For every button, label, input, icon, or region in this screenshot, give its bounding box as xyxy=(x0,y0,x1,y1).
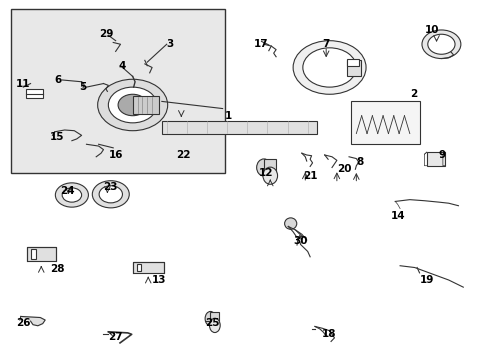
Text: 5: 5 xyxy=(79,82,86,92)
Text: 8: 8 xyxy=(356,157,363,167)
Text: 23: 23 xyxy=(103,182,118,192)
Text: 17: 17 xyxy=(254,39,268,49)
Ellipse shape xyxy=(256,159,271,176)
Text: 4: 4 xyxy=(118,61,125,71)
Ellipse shape xyxy=(263,167,277,184)
Circle shape xyxy=(98,79,167,131)
Text: 30: 30 xyxy=(292,236,307,246)
Bar xyxy=(346,60,361,76)
Circle shape xyxy=(108,87,157,123)
Ellipse shape xyxy=(284,218,296,229)
Circle shape xyxy=(92,181,129,208)
Circle shape xyxy=(427,34,454,54)
Bar xyxy=(30,249,36,259)
Text: 11: 11 xyxy=(16,78,30,89)
Text: 18: 18 xyxy=(322,329,336,339)
Text: 14: 14 xyxy=(389,211,404,221)
Text: 29: 29 xyxy=(99,28,113,39)
Text: 9: 9 xyxy=(438,150,445,160)
Text: 22: 22 xyxy=(176,150,190,160)
Bar xyxy=(132,96,159,114)
Text: 15: 15 xyxy=(50,132,64,142)
Text: 21: 21 xyxy=(302,171,317,181)
Circle shape xyxy=(421,30,460,59)
Bar xyxy=(136,264,141,271)
Text: 3: 3 xyxy=(166,39,174,49)
Circle shape xyxy=(302,48,356,87)
Ellipse shape xyxy=(209,318,220,333)
Text: 12: 12 xyxy=(259,168,273,178)
Text: 24: 24 xyxy=(60,186,74,196)
Circle shape xyxy=(62,188,81,202)
Bar xyxy=(162,121,317,134)
Text: 10: 10 xyxy=(424,25,438,35)
Polygon shape xyxy=(21,316,45,326)
Text: 6: 6 xyxy=(55,75,62,85)
Text: 28: 28 xyxy=(50,264,64,274)
Ellipse shape xyxy=(204,311,215,326)
Circle shape xyxy=(292,41,366,94)
Bar xyxy=(27,247,56,261)
Bar xyxy=(11,9,224,173)
Text: 1: 1 xyxy=(224,111,232,121)
Text: 7: 7 xyxy=(322,39,329,49)
Text: 27: 27 xyxy=(108,332,122,342)
Text: 25: 25 xyxy=(205,318,220,328)
Bar xyxy=(346,59,358,66)
Text: 13: 13 xyxy=(152,275,166,285)
Bar xyxy=(132,262,164,273)
Circle shape xyxy=(99,186,122,203)
Bar xyxy=(426,152,445,166)
Text: 19: 19 xyxy=(419,275,433,285)
Bar xyxy=(210,312,219,325)
Text: 2: 2 xyxy=(409,89,416,99)
Bar xyxy=(264,159,276,176)
Circle shape xyxy=(118,94,147,116)
Text: 26: 26 xyxy=(16,318,30,328)
Circle shape xyxy=(55,183,88,207)
Bar xyxy=(26,89,42,98)
Text: 20: 20 xyxy=(336,164,351,174)
Bar xyxy=(351,102,419,144)
Text: 16: 16 xyxy=(108,150,122,160)
